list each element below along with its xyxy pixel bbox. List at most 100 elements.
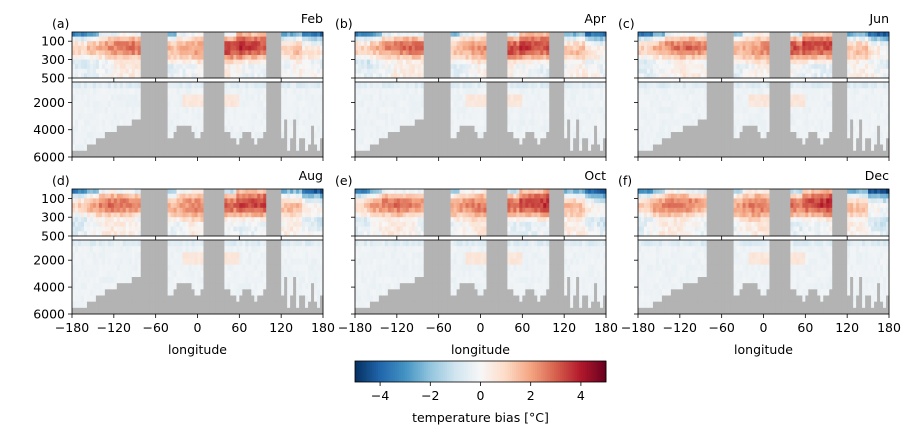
heat-cell (203, 45, 207, 51)
heat-cell (552, 64, 556, 70)
heat-cell (375, 50, 380, 56)
heat-cell (200, 132, 204, 139)
heat-cell (302, 45, 306, 51)
heat-cell (134, 138, 139, 145)
heat-cell (293, 132, 297, 139)
heat-cell (456, 132, 460, 139)
heat-cell (513, 41, 517, 47)
heat-cell (673, 138, 678, 145)
heat-cell (504, 88, 508, 95)
heat-cell (390, 50, 395, 56)
heat-cell (402, 94, 407, 102)
heat-cell (230, 150, 234, 158)
heat-cell (218, 125, 222, 133)
heat-cell (865, 50, 869, 56)
heat-cell (489, 68, 493, 74)
heat-cell (748, 55, 752, 60)
heat-cell (847, 36, 851, 42)
heat-cell (576, 144, 580, 152)
heat-cell (438, 125, 443, 133)
heat-cell (480, 119, 484, 127)
heat-cell (781, 55, 785, 60)
heat-cell (390, 150, 395, 158)
heat-cell (128, 41, 133, 47)
heat-cell (95, 119, 100, 127)
heat-cell (357, 59, 362, 65)
heat-cell (652, 41, 657, 47)
heat-cell (570, 59, 574, 65)
heat-cell (176, 68, 180, 74)
heat-cell (649, 68, 654, 74)
heat-cell (405, 45, 410, 51)
heat-cell (296, 36, 300, 42)
heat-cell (110, 138, 115, 145)
heat-cell (355, 100, 359, 108)
heat-cell (233, 82, 237, 89)
heat-cell (534, 113, 538, 120)
heat-cell (510, 144, 514, 152)
heat-cell (125, 94, 130, 102)
heat-cell (600, 41, 604, 47)
heat-cell (89, 144, 94, 152)
heat-cell (405, 94, 410, 102)
heat-cell (260, 119, 264, 127)
heat-cell (573, 73, 577, 79)
heat-cell (739, 45, 743, 51)
heat-cell (375, 36, 380, 42)
heat-cell (516, 119, 520, 127)
heat-cell (134, 64, 139, 70)
heat-cell (865, 64, 869, 70)
heat-cell (459, 45, 463, 51)
heat-cell (697, 82, 702, 89)
heat-cell (74, 150, 79, 158)
heat-cell (173, 73, 177, 79)
heat-cell (450, 59, 455, 65)
heat-cell (257, 55, 261, 60)
heat-cell (366, 107, 371, 114)
heat-cell (513, 68, 517, 74)
heat-cell (594, 32, 598, 37)
heat-cell (104, 132, 109, 139)
heat-cell (179, 73, 183, 79)
heat-cell (537, 59, 541, 65)
heat-cell (474, 100, 478, 108)
heat-cell (393, 64, 398, 70)
heat-cell (101, 100, 106, 108)
heat-cell (811, 59, 815, 65)
heat-cell (432, 144, 437, 152)
heat-cell (667, 125, 672, 133)
heat-cell (320, 59, 324, 65)
heat-cell (218, 59, 222, 65)
heat-cell (170, 41, 174, 47)
heat-cell (266, 113, 270, 120)
heat-cell (245, 107, 249, 114)
heat-cell (652, 36, 657, 42)
heat-cell (808, 59, 812, 65)
heat-cell (197, 73, 201, 79)
heat-cell (155, 64, 160, 70)
heat-cell (290, 68, 294, 74)
y-tick-label: 500 (41, 71, 65, 86)
heat-cell (218, 68, 222, 74)
heat-cell (462, 41, 466, 47)
heat-cell (101, 41, 106, 47)
heat-cell (579, 107, 583, 114)
heat-cell (775, 59, 779, 65)
heat-cell (760, 32, 764, 37)
heat-cell (432, 64, 437, 70)
heat-cell (74, 144, 79, 152)
heat-cell (414, 59, 419, 65)
heat-cell (381, 113, 386, 120)
heat-cell (272, 107, 276, 114)
heat-cell (125, 132, 130, 139)
heat-cell (125, 45, 130, 51)
heat-cell (670, 45, 675, 51)
heat-cell (80, 107, 85, 114)
heat-cell (224, 36, 228, 42)
heat-cell (402, 41, 407, 47)
heat-cell (489, 100, 493, 108)
heat-cell (414, 119, 419, 127)
heat-cell (98, 119, 103, 127)
heat-cell (260, 150, 264, 158)
heat-cell (209, 119, 213, 127)
